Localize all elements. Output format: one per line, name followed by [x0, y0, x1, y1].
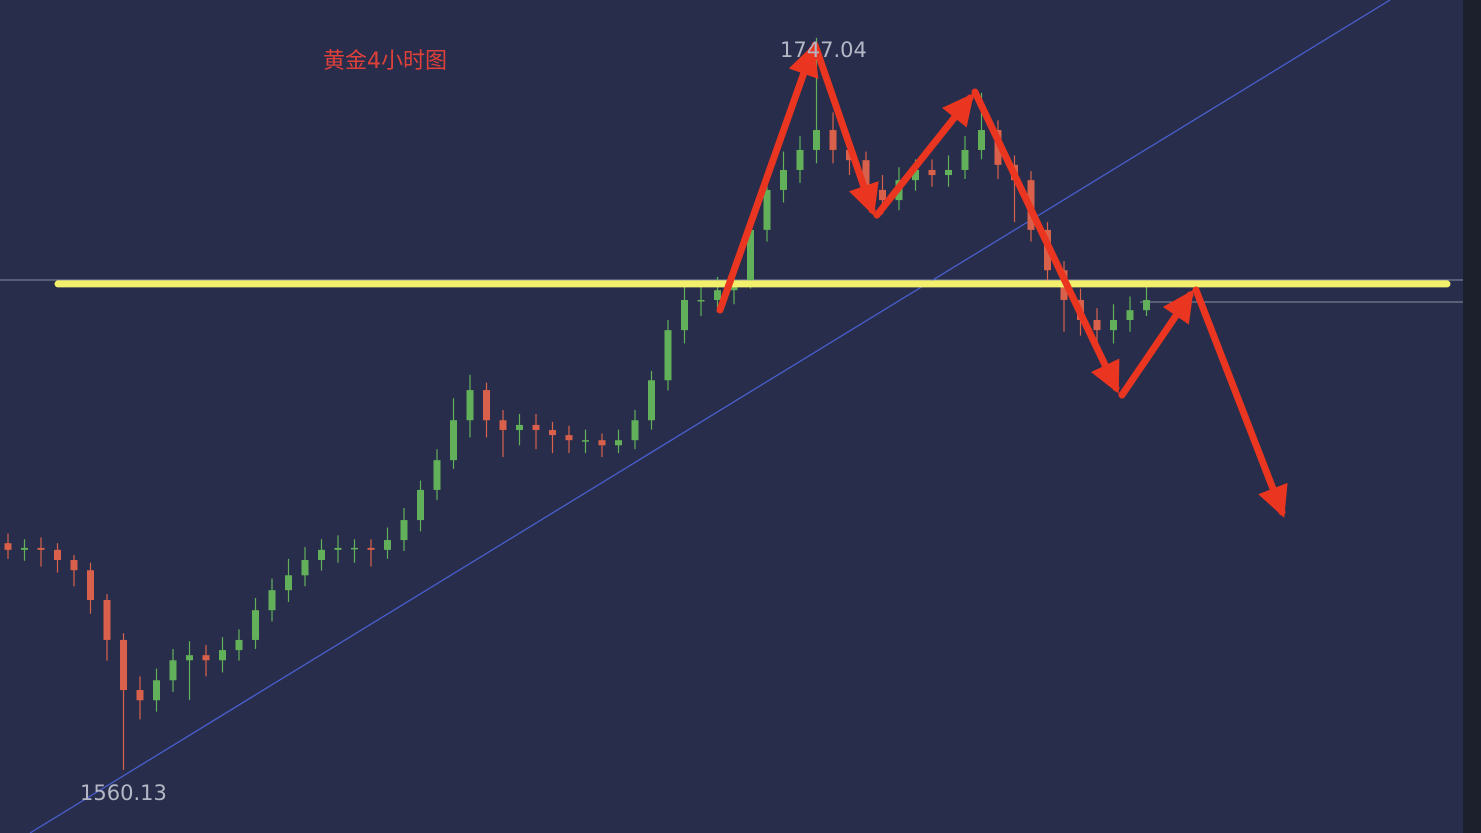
candle-body	[21, 547, 28, 550]
candle-body	[681, 299, 688, 331]
candle-body	[516, 424, 523, 431]
candle-body	[153, 680, 160, 701]
candle-body	[813, 130, 820, 150]
arrows	[716, 41, 1288, 518]
candle-body	[400, 520, 408, 541]
candle-body	[747, 229, 754, 281]
candle-body	[714, 290, 721, 300]
candle-body	[532, 424, 540, 431]
arrow	[971, 88, 1120, 394]
candle-body	[70, 560, 78, 571]
candle-body	[780, 169, 787, 190]
candle-body	[499, 420, 507, 431]
candle-body	[664, 330, 672, 381]
arrow	[716, 44, 819, 314]
candle-body	[87, 570, 94, 600]
candle-body	[648, 380, 655, 421]
candle-body	[285, 575, 292, 591]
candle-body	[1110, 319, 1117, 331]
candle-body	[235, 639, 243, 651]
candle-body	[120, 639, 127, 691]
candle-body	[252, 610, 259, 640]
candle-body	[1143, 299, 1150, 311]
candle-body	[450, 420, 457, 461]
arrow	[1192, 286, 1288, 518]
candle-body	[417, 489, 424, 521]
high-label: 1747.04	[780, 38, 867, 62]
arrow	[873, 93, 974, 219]
candle-body	[103, 599, 111, 640]
right-edge	[1463, 0, 1481, 833]
candle-body	[912, 169, 919, 181]
candle-body	[945, 169, 952, 176]
candle-body	[318, 549, 325, 561]
candle-body	[829, 130, 837, 150]
chart-title: 黄金4小时图	[323, 49, 447, 74]
candle-body	[928, 169, 936, 176]
candle-body	[54, 549, 61, 561]
candle-body	[301, 560, 309, 576]
candle-body	[862, 160, 870, 190]
candle-body	[202, 655, 210, 661]
candle-body	[219, 650, 226, 661]
arrow	[1118, 289, 1194, 399]
candle-body	[136, 690, 144, 701]
candle-body	[615, 440, 622, 446]
candle-body	[879, 189, 886, 201]
candle-body	[697, 299, 705, 302]
candle-body	[351, 547, 358, 550]
candle-body	[37, 547, 45, 550]
candle-body	[384, 540, 391, 550]
candle-body	[763, 189, 771, 230]
candle-body	[483, 390, 490, 421]
candle-body	[582, 440, 589, 442]
candle-body	[169, 660, 177, 681]
candle-body	[433, 460, 441, 490]
candle-body	[4, 543, 12, 550]
candle-body	[631, 420, 639, 441]
candle-body	[334, 547, 342, 550]
candle-body	[549, 430, 556, 436]
candle-body	[1126, 310, 1134, 320]
arrow	[811, 41, 879, 216]
trend-line	[29, 0, 1391, 833]
candle-body	[796, 149, 804, 170]
candle-body	[978, 130, 985, 150]
candle-body	[367, 547, 375, 550]
candle-body	[961, 149, 969, 170]
candle-body	[466, 390, 474, 421]
candle-body	[598, 440, 606, 446]
candle-body	[1093, 319, 1101, 331]
candle-body	[268, 590, 276, 611]
candle-body	[565, 435, 573, 441]
low-label: 1560.13	[80, 781, 167, 805]
candle-body	[186, 655, 193, 661]
